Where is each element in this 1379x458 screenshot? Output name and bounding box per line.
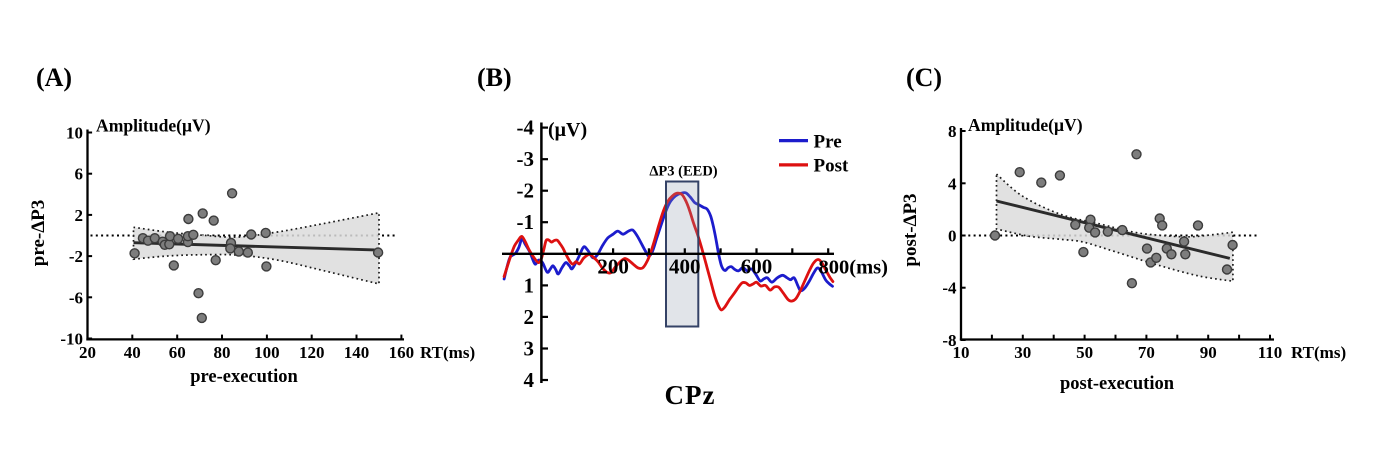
svg-text:160: 160 bbox=[389, 343, 415, 362]
svg-text:-3: -3 bbox=[517, 147, 535, 171]
svg-text:40: 40 bbox=[124, 343, 141, 362]
svg-text:0: 0 bbox=[948, 227, 957, 246]
svg-text:(B): (B) bbox=[477, 63, 512, 92]
svg-text:60: 60 bbox=[169, 343, 186, 362]
svg-text:-4: -4 bbox=[942, 279, 957, 298]
svg-text:-1: -1 bbox=[517, 210, 535, 234]
svg-text:140: 140 bbox=[344, 343, 370, 362]
svg-text:10: 10 bbox=[66, 124, 83, 143]
svg-text:4: 4 bbox=[948, 174, 957, 193]
svg-text:100: 100 bbox=[254, 343, 280, 362]
svg-text:-2: -2 bbox=[69, 247, 83, 266]
svg-text:4: 4 bbox=[524, 368, 535, 392]
svg-text:Amplitude(μV): Amplitude(μV) bbox=[968, 115, 1083, 135]
svg-text:RT(ms): RT(ms) bbox=[420, 343, 475, 362]
svg-text:-6: -6 bbox=[69, 288, 83, 307]
svg-text:-8: -8 bbox=[942, 331, 956, 350]
svg-text:20: 20 bbox=[79, 343, 96, 362]
svg-text:(C): (C) bbox=[906, 63, 942, 92]
svg-text:(μV): (μV) bbox=[548, 119, 587, 141]
svg-text:120: 120 bbox=[299, 343, 325, 362]
svg-text:-4: -4 bbox=[517, 116, 535, 140]
svg-text:110: 110 bbox=[1258, 343, 1283, 362]
svg-text:2: 2 bbox=[524, 305, 535, 329]
svg-text:6: 6 bbox=[75, 165, 84, 184]
svg-text:3: 3 bbox=[524, 337, 535, 361]
svg-text:post-ΔP3: post-ΔP3 bbox=[900, 193, 921, 266]
svg-text:-2: -2 bbox=[517, 179, 535, 203]
svg-text:-10: -10 bbox=[60, 330, 83, 349]
svg-text:1: 1 bbox=[524, 273, 535, 297]
svg-text:pre-ΔP3: pre-ΔP3 bbox=[28, 200, 49, 266]
svg-text:30: 30 bbox=[1014, 343, 1031, 362]
svg-text:10: 10 bbox=[953, 343, 970, 362]
svg-text:ΔP3 (EED): ΔP3 (EED) bbox=[649, 164, 717, 180]
svg-text:70: 70 bbox=[1138, 343, 1155, 362]
svg-text:pre-execution: pre-execution bbox=[190, 367, 298, 387]
svg-text:50: 50 bbox=[1076, 343, 1093, 362]
svg-text:post-execution: post-execution bbox=[1060, 374, 1175, 394]
svg-text:200: 200 bbox=[597, 255, 629, 279]
svg-text:80: 80 bbox=[214, 343, 231, 362]
svg-text:2: 2 bbox=[75, 206, 84, 225]
svg-text:(A): (A) bbox=[36, 63, 72, 92]
svg-text:600: 600 bbox=[741, 255, 773, 279]
svg-text:400: 400 bbox=[669, 255, 701, 279]
svg-text:90: 90 bbox=[1200, 343, 1217, 362]
svg-text:800(ms): 800(ms) bbox=[819, 257, 888, 279]
svg-text:Pre: Pre bbox=[814, 132, 842, 153]
svg-text:CPz: CPz bbox=[665, 380, 716, 410]
svg-text:Amplitude(μV): Amplitude(μV) bbox=[96, 116, 211, 136]
svg-text:RT(ms): RT(ms) bbox=[1291, 343, 1346, 362]
svg-text:8: 8 bbox=[948, 122, 957, 141]
svg-text:Post: Post bbox=[814, 156, 850, 177]
